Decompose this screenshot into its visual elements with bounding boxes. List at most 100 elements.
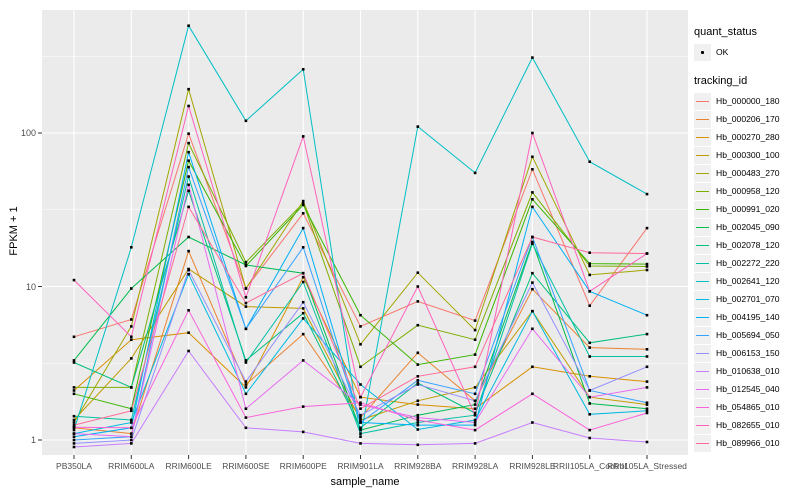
data-point: [531, 242, 534, 245]
x-axis-title: sample_name: [330, 476, 400, 488]
data-point: [72, 423, 76, 427]
data-point: [416, 383, 420, 386]
data-point: [359, 413, 362, 417]
panel-background: [42, 10, 688, 455]
y-tick-label: 10: [25, 281, 36, 292]
data-point: [301, 405, 305, 408]
data-point: [645, 401, 649, 404]
data-point: [588, 346, 591, 349]
data-point: [588, 428, 591, 432]
legend-line-swatch-icon: [694, 92, 711, 110]
data-point: [416, 125, 420, 128]
data-point: [473, 421, 477, 424]
data-point: [130, 409, 133, 413]
data-point: [645, 192, 649, 196]
data-point: [645, 332, 649, 336]
data-point: [130, 325, 133, 328]
data-point: [72, 389, 76, 392]
legend-item-label: Hb_002701_070: [716, 294, 780, 304]
data-point: [187, 159, 190, 162]
data-point: [187, 249, 190, 253]
data-point: [130, 421, 133, 424]
data-point: [244, 407, 248, 410]
legend-item: Hb_010638_010: [694, 362, 800, 380]
x-tick-label: RRII105LA_Control: [552, 461, 627, 471]
data-point: [301, 201, 305, 205]
legend-item-label: Hb_089966_010: [716, 438, 780, 448]
data-point: [645, 265, 649, 268]
data-point: [72, 361, 76, 364]
data-point: [187, 141, 190, 145]
legend-item: Hb_000300_100: [694, 146, 800, 164]
legend-line-swatch-icon: [694, 344, 711, 362]
data-point: [531, 168, 534, 171]
legend-item: Hb_002078_120: [694, 236, 800, 254]
data-point: [301, 430, 305, 434]
legend-item-label: Hb_002078_120: [716, 240, 780, 250]
data-point: [301, 271, 305, 275]
data-point: [416, 403, 420, 406]
data-point: [187, 349, 190, 353]
data-point: [588, 251, 591, 254]
legend-item-label: Hb_002045_090: [716, 222, 780, 232]
data-point: [359, 403, 362, 406]
data-point: [72, 435, 76, 438]
ok-point-icon: [694, 43, 711, 61]
legend-item: Hb_000270_280: [694, 128, 800, 146]
data-point: [416, 443, 420, 447]
data-point: [645, 407, 649, 410]
legend-line-swatch-icon: [694, 110, 711, 128]
data-point: [531, 240, 534, 244]
data-point: [244, 392, 248, 396]
data-point: [473, 399, 477, 403]
legend-item-label: Hb_010638_010: [716, 366, 780, 376]
data-point: [473, 392, 477, 396]
data-point: [588, 160, 591, 163]
data-point: [645, 380, 649, 383]
data-point: [473, 423, 477, 427]
legend-line-swatch-icon: [694, 326, 711, 344]
data-point: [244, 361, 248, 364]
data-point: [244, 426, 248, 430]
data-point: [531, 235, 534, 239]
legend-line-swatch-icon: [694, 434, 711, 452]
legend-title-quant-status: quant_status: [694, 26, 757, 38]
data-point: [473, 418, 477, 422]
data-point: [473, 403, 477, 406]
data-point: [588, 264, 591, 268]
data-point: [588, 436, 591, 440]
data-point: [301, 246, 305, 249]
data-point: [588, 413, 591, 416]
data-point: [130, 246, 133, 249]
data-point: [588, 402, 591, 405]
data-point: [359, 401, 362, 404]
data-point: [187, 24, 190, 27]
data-point: [645, 365, 649, 369]
data-point: [72, 386, 76, 389]
legend-item-label: Hb_000483_270: [716, 168, 780, 178]
legend-item: Hb_002272_220: [694, 254, 800, 272]
data-point: [531, 56, 534, 59]
data-point: [473, 353, 477, 356]
legend-line-swatch-icon: [694, 272, 711, 290]
data-point: [645, 403, 649, 406]
data-point: [359, 421, 362, 424]
data-point: [130, 435, 133, 438]
data-point: [72, 432, 76, 435]
data-point: [187, 165, 190, 169]
legend: quant_status OK tracking_id Hb_000000_18…: [694, 26, 800, 452]
data-point: [72, 438, 76, 442]
data-point: [416, 271, 420, 274]
data-point: [301, 203, 305, 207]
data-point: [359, 442, 362, 445]
data-point: [531, 191, 534, 194]
legend-item: Hb_002045_090: [694, 218, 800, 236]
data-point: [72, 421, 76, 424]
data-point: [531, 309, 534, 313]
data-point: [130, 335, 133, 339]
x-tick-label: RRIM901LA: [337, 461, 384, 471]
data-point: [301, 307, 305, 310]
data-point: [531, 155, 534, 159]
legend-item: Hb_082655_010: [694, 416, 800, 434]
data-point: [130, 357, 133, 360]
